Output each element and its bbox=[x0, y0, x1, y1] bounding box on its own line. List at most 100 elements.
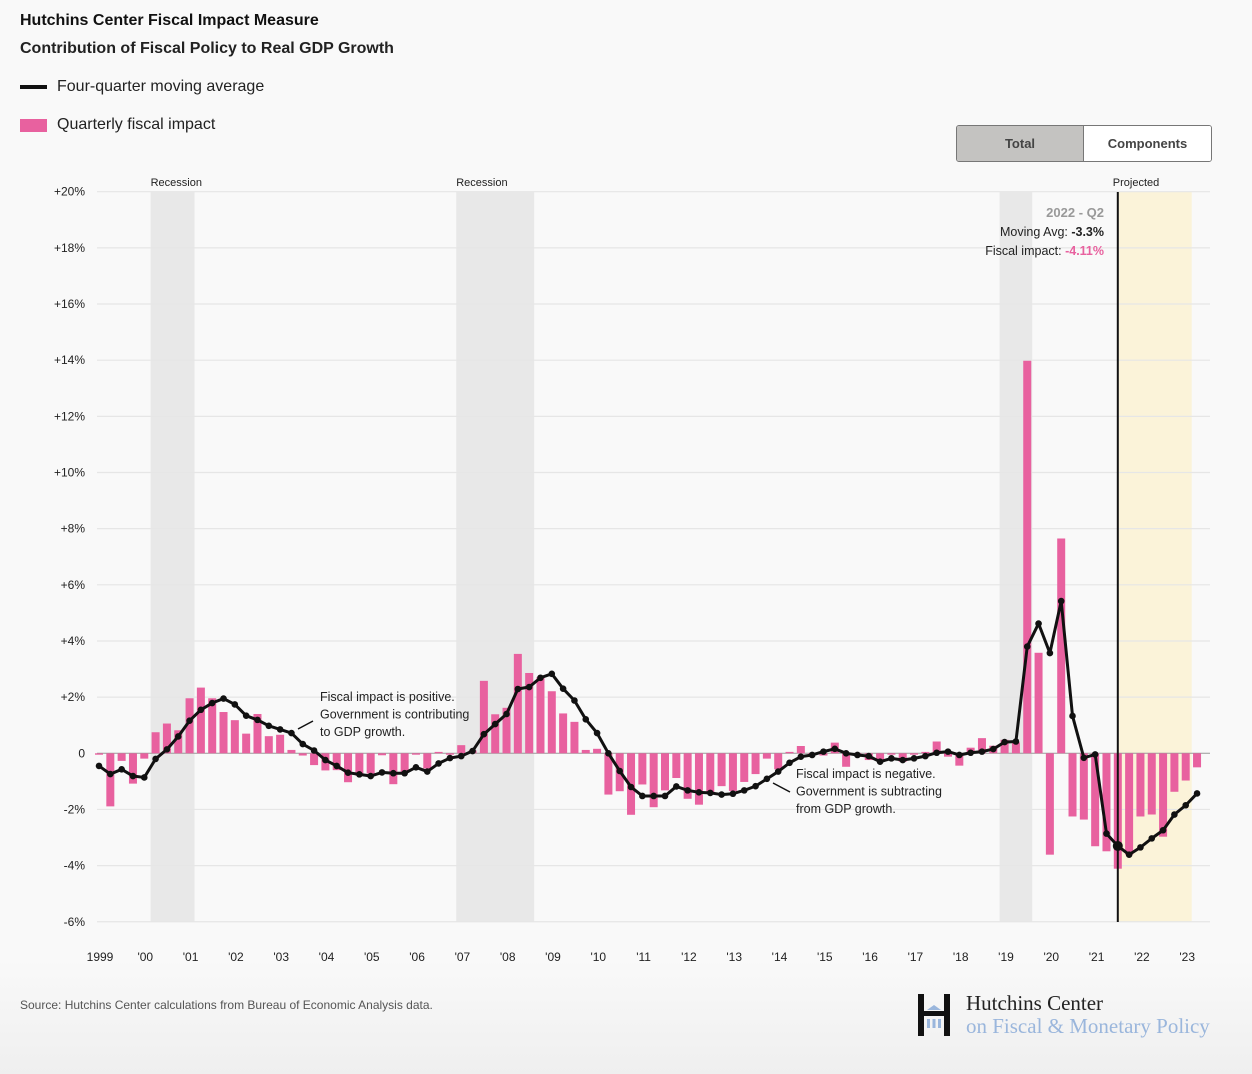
moving-average-point bbox=[1159, 826, 1167, 834]
moving-average-point bbox=[1001, 738, 1008, 746]
x-tick-label: '23 bbox=[1179, 950, 1195, 964]
fiscal-impact-bar bbox=[547, 691, 556, 754]
fiscal-impact-bar bbox=[219, 712, 228, 754]
moving-average-point bbox=[854, 751, 861, 759]
moving-average-point bbox=[446, 754, 454, 762]
moving-average-point bbox=[797, 753, 805, 760]
fiscal-impact-bar bbox=[740, 753, 749, 782]
recession-band bbox=[456, 192, 535, 922]
annotation-leader bbox=[297, 720, 314, 730]
moving-average-point bbox=[254, 716, 261, 724]
fiscal-impact-bar bbox=[230, 720, 239, 754]
moving-average-point bbox=[922, 752, 929, 760]
moving-average-point bbox=[1012, 738, 1020, 745]
moving-average-point bbox=[220, 695, 227, 702]
fiscal-impact-bar bbox=[378, 753, 386, 756]
fiscal-impact-bar bbox=[106, 753, 115, 807]
x-tick-label: '07 bbox=[455, 950, 471, 964]
moving-average-point bbox=[1148, 835, 1156, 842]
fiscal-impact-bar bbox=[355, 753, 364, 776]
y-tick-label: +8% bbox=[61, 522, 86, 536]
fiscal-impact-bar bbox=[185, 698, 194, 754]
fiscal-impact-bar bbox=[593, 748, 602, 754]
moving-average-point bbox=[299, 740, 307, 748]
moving-average-point bbox=[673, 783, 680, 790]
moving-average-point bbox=[763, 775, 771, 783]
moving-average-point bbox=[752, 782, 759, 790]
hutchins-logo: Hutchins Center on Fiscal & Monetary Pol… bbox=[918, 992, 1210, 1038]
fiscal-impact-bar bbox=[208, 698, 217, 754]
x-tick-label: '06 bbox=[409, 950, 425, 964]
moving-average-point bbox=[390, 769, 397, 777]
moving-average-point bbox=[1069, 712, 1076, 720]
moving-average-point bbox=[457, 752, 465, 760]
logo-line-2: on Fiscal & Monetary Policy bbox=[966, 1014, 1210, 1038]
source-note: Source: Hutchins Center calculations fro… bbox=[20, 998, 433, 1012]
total-button[interactable]: Total bbox=[957, 126, 1084, 161]
moving-average-point bbox=[1057, 597, 1065, 605]
fiscal-impact-bar bbox=[559, 713, 568, 754]
moving-average-point bbox=[729, 790, 737, 798]
y-tick-label: +4% bbox=[61, 634, 86, 648]
x-tick-label: '01 bbox=[183, 950, 199, 964]
moving-average-point bbox=[1091, 751, 1099, 758]
moving-average-point bbox=[174, 733, 182, 740]
fiscal-impact-bar bbox=[525, 672, 534, 754]
components-button[interactable]: Components bbox=[1084, 126, 1211, 161]
fiscal-impact-bar bbox=[196, 687, 205, 754]
fiscal-impact-bar bbox=[117, 753, 126, 761]
fiscal-impact-bar bbox=[1170, 753, 1179, 792]
tooltip-moving-avg-label: Moving Avg: bbox=[1000, 225, 1071, 239]
fiscal-impact-bar bbox=[366, 753, 375, 774]
fiscal-impact-bar bbox=[287, 749, 296, 754]
moving-average-point bbox=[107, 770, 114, 778]
moving-average-point bbox=[978, 748, 986, 755]
x-tick-label: '14 bbox=[772, 950, 788, 964]
moving-average-point bbox=[367, 772, 374, 780]
fiscal-impact-bar bbox=[264, 736, 273, 754]
tooltip-moving-avg: Moving Avg: -3.3% bbox=[1000, 225, 1104, 239]
moving-average-point bbox=[989, 745, 997, 753]
chart-subtitle: Contribution of Fiscal Policy to Real GD… bbox=[20, 40, 394, 57]
fiscal-impact-bar bbox=[1125, 753, 1134, 855]
fiscal-impact-bar bbox=[174, 730, 183, 754]
moving-average-point bbox=[967, 749, 974, 757]
moving-average-path bbox=[98, 599, 1199, 857]
moving-average-point bbox=[163, 746, 171, 753]
fiscal-impact-bar bbox=[1136, 753, 1145, 817]
y-tick-label: +2% bbox=[61, 690, 86, 704]
moving-average-point bbox=[910, 755, 918, 762]
tooltip-moving-avg-value: -3.3% bbox=[1071, 225, 1104, 239]
fiscal-impact-bar bbox=[910, 753, 919, 755]
fiscal-impact-bar bbox=[1068, 753, 1077, 817]
fiscal-impact-bar bbox=[1057, 538, 1066, 754]
fiscal-impact-bar bbox=[536, 677, 545, 754]
x-tick-label: '09 bbox=[545, 950, 561, 964]
y-tick-label: +20% bbox=[54, 185, 85, 199]
moving-average-point bbox=[956, 751, 963, 759]
fiscal-impact-bar bbox=[128, 753, 137, 784]
fiscal-impact-bar bbox=[332, 753, 341, 771]
fiscal-impact-bar bbox=[411, 753, 420, 755]
moving-average-point bbox=[808, 751, 816, 759]
x-tick-label: '17 bbox=[908, 950, 924, 964]
fiscal-impact-bar bbox=[276, 734, 285, 754]
annotation-negative-text: from GDP growth. bbox=[796, 802, 896, 816]
fiscal-impact-bar bbox=[1193, 753, 1202, 768]
fiscal-impact-bar bbox=[955, 753, 964, 766]
moving-average-point bbox=[899, 756, 907, 764]
moving-average-point bbox=[605, 750, 612, 757]
hover-point bbox=[1112, 840, 1123, 851]
tooltip-quarter: 2022 - Q2 bbox=[1046, 205, 1104, 220]
fiscal-impact-bar bbox=[581, 749, 590, 754]
moving-average-point bbox=[582, 716, 590, 723]
moving-average-point bbox=[1137, 844, 1144, 851]
moving-average-point bbox=[208, 699, 216, 707]
x-tick-label: 1999 bbox=[87, 950, 114, 964]
y-tick-label: +14% bbox=[54, 353, 85, 367]
legend-line-swatch bbox=[20, 85, 47, 89]
fiscal-impact-bar bbox=[1034, 652, 1043, 754]
moving-average-point bbox=[831, 745, 839, 753]
legend-item-moving-average: Four-quarter moving average bbox=[20, 78, 264, 96]
